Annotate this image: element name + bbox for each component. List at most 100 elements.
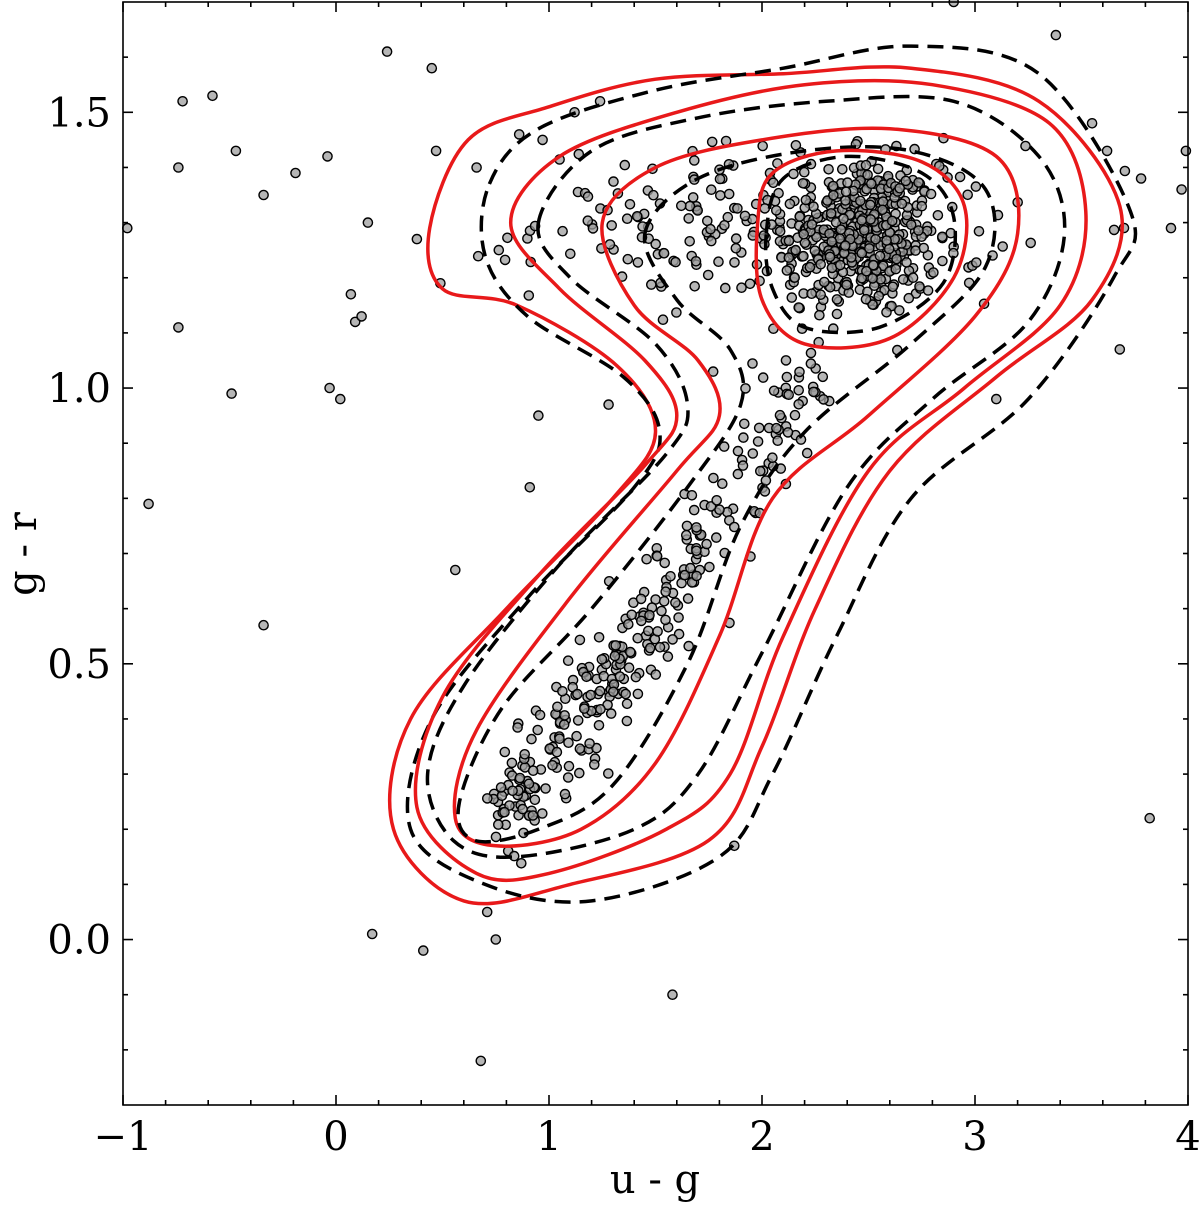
scatter-point — [122, 222, 133, 234]
axis-ticks: −1 0 1 2 3 4 0.0 0.5 1.0 1.5 — [47, 2, 1200, 1160]
scatter-point — [621, 698, 633, 710]
scatter-point — [507, 785, 518, 797]
scatter-point — [658, 247, 670, 259]
scatter-point — [526, 733, 537, 745]
scatter-point — [517, 803, 528, 815]
scatter-point — [636, 615, 647, 627]
scatter-point — [790, 139, 802, 151]
scatter-point — [805, 347, 817, 359]
scatter-point — [667, 989, 678, 1001]
scatter-point — [512, 722, 523, 733]
scatter-point — [673, 612, 684, 623]
y-axis-label: g - r — [0, 511, 46, 596]
scatter-point — [771, 205, 782, 216]
scatter-point — [834, 259, 846, 271]
y-tick-label: 0.5 — [47, 642, 111, 688]
scatter-point — [524, 481, 536, 493]
scatter-point — [471, 162, 482, 173]
scatter-point — [804, 261, 816, 273]
scatter-point — [723, 188, 735, 200]
scatter-point — [705, 223, 716, 235]
scatter-point — [1020, 140, 1031, 152]
scatter-point — [516, 858, 527, 869]
scatter-point — [411, 233, 423, 245]
scatter-point — [783, 252, 795, 263]
scatter-point — [881, 306, 892, 318]
scatter-point — [660, 586, 672, 598]
scatter-point — [173, 322, 184, 333]
scatter-point — [730, 242, 742, 254]
scatter-point — [290, 167, 301, 179]
scatter-point — [718, 441, 730, 452]
scatter-point — [1108, 224, 1120, 236]
scatter-point — [708, 472, 719, 484]
scatter-point — [970, 181, 982, 192]
contour-dashed-black — [763, 154, 958, 335]
scatter-point — [689, 280, 701, 292]
scatter-point — [563, 760, 575, 772]
scatter-point — [643, 625, 654, 637]
scatter-point — [711, 532, 722, 543]
scatter-point — [610, 640, 622, 651]
scatter-point — [630, 671, 642, 683]
scatter-point — [842, 177, 853, 188]
scatter-point — [760, 475, 772, 486]
scatter-point — [533, 410, 544, 421]
contour-solid-red — [452, 126, 1021, 848]
scatter-point — [903, 292, 915, 304]
scatter-point — [780, 355, 792, 366]
scatter-point — [783, 389, 795, 401]
scatter-point — [774, 409, 786, 421]
scatter-point — [971, 257, 982, 268]
scatter-point — [747, 358, 758, 369]
scatter-point — [648, 189, 659, 201]
scatter-point — [366, 928, 378, 940]
scatter-point — [838, 213, 849, 225]
scatter-point — [481, 793, 493, 804]
scatter-point — [499, 746, 511, 758]
y-tick-label: 1.0 — [47, 366, 111, 412]
scatter-point — [808, 386, 819, 398]
scatter-point — [831, 308, 843, 320]
scatter-point — [626, 609, 638, 621]
scatter-point — [632, 688, 644, 700]
scatter-point — [593, 720, 605, 731]
scatter-point — [891, 253, 902, 265]
scatter-point — [644, 609, 655, 621]
scatter-point — [574, 743, 586, 755]
scatter-point — [806, 288, 817, 300]
scatter-points — [122, 0, 1192, 1067]
scatter-point — [714, 173, 726, 185]
scatter-point — [913, 177, 924, 188]
scatter-point — [991, 393, 1002, 405]
scatter-point — [559, 788, 571, 800]
scatter-point — [688, 504, 700, 516]
scatter-point — [928, 267, 939, 278]
scatter-point — [686, 489, 698, 501]
scatter-point — [717, 478, 728, 490]
scatter-point — [937, 231, 948, 243]
scatter-point — [574, 634, 586, 646]
scatter-point — [537, 134, 548, 146]
scatter-point — [900, 175, 912, 187]
scatter-point — [873, 290, 885, 302]
scatter-point — [572, 688, 583, 700]
scatter-point — [631, 210, 643, 222]
scatter-point — [571, 730, 582, 742]
scatter-point — [585, 689, 597, 701]
scatter-point — [738, 432, 749, 443]
scatter-point — [828, 189, 839, 201]
scatter-point — [646, 279, 657, 290]
scatter-point — [1119, 165, 1131, 177]
scatter-point — [632, 632, 644, 644]
scatter-point — [587, 223, 599, 234]
scatter-point — [744, 278, 756, 290]
scatter-point — [417, 945, 429, 956]
scatter-point — [706, 136, 718, 148]
scatter-point — [499, 806, 510, 818]
scatter-point — [506, 757, 518, 769]
scatter-point — [644, 642, 656, 654]
scatter-point — [790, 244, 802, 256]
scatter-point — [890, 263, 902, 275]
scatter-point — [623, 619, 634, 630]
